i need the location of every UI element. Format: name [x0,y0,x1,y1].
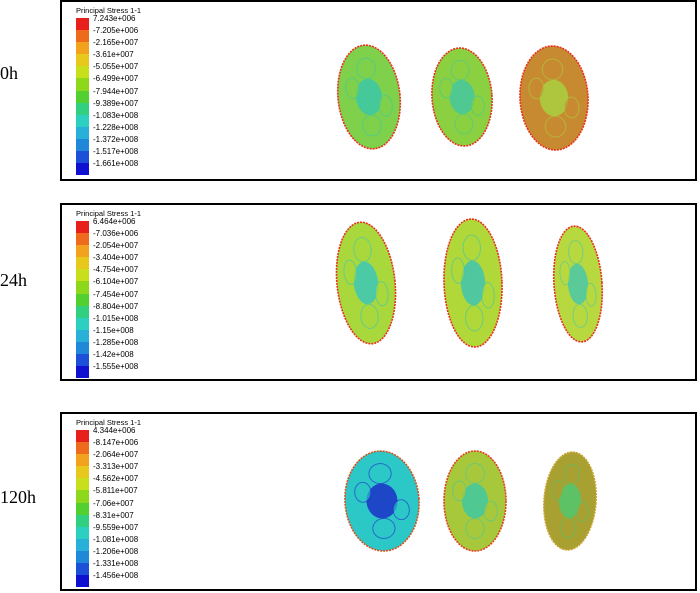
panel-24h: Principal Stress 1-1 6.464e+006 -7.036e+0… [60,203,697,381]
legend-title: Principal Stress 1-1 [76,209,142,218]
legend-value: -7.454e+007 [93,289,139,299]
legend-title: Principal Stress 1-1 [76,418,142,427]
specimen-shape [336,44,402,150]
legend-swatch [76,454,89,467]
legend-value: -1.517e+008 [93,147,139,157]
legend-swatch [76,490,89,503]
legend-swatch [76,478,89,491]
legend-swatch [76,126,89,139]
legend-value: -1.372e+008 [93,134,139,144]
legend-swatch [76,366,89,379]
row-label-0h: 0h [0,63,18,83]
legend-swatch [76,54,89,67]
legend-value: -5.811e+007 [93,486,138,496]
legend-swatch [76,317,89,330]
legend-value: -1.081e+008 [93,534,139,544]
legend-value: -8.147e+006 [93,438,139,448]
legend-swatch [76,269,89,282]
legend-swatch [76,233,89,246]
legend-value: -9.559e+007 [93,522,139,532]
legend-swatch [76,502,89,515]
legend-swatch [76,430,89,443]
legend-swatch [76,281,89,294]
legend-title: Principal Stress 1-1 [76,6,142,15]
specimen-shape [443,218,503,348]
legend-value: -9.389e+007 [93,98,139,108]
legend-value: -2.165e+007 [93,38,139,48]
legend-value: -7.944e+007 [93,86,139,96]
legend-swatch [76,293,89,306]
legend-value: -1.285e+008 [93,337,139,347]
legend-swatch [76,221,89,234]
legend-value: 6.464e+006 [93,217,136,226]
legend-swatch [76,163,89,176]
legend-value: -8.31e+007 [93,510,134,520]
legend-value: -7.036e+006 [93,229,139,239]
legend-swatch [76,66,89,79]
legend-swatch [76,114,89,127]
legend-value: -5.055e+007 [93,62,139,72]
legend-value: -4.562e+007 [93,474,139,484]
legend-value: -3.61e+007 [93,50,134,60]
legend-value: -6.104e+007 [93,277,139,287]
legend-value: -2.064e+007 [93,450,139,460]
specimen-shape [344,450,420,552]
legend-value: -1.015e+008 [93,313,139,323]
legend-swatch [76,514,89,527]
legend-swatch [76,550,89,564]
legend-value: -7.205e+006 [93,26,139,36]
legend-value: -4.754e+007 [93,265,139,275]
legend-swatch [76,78,89,91]
legend-swatch [76,257,89,270]
legend-value: -1.661e+008 [93,159,139,169]
row-label-120h: 120h [0,487,36,507]
legend-swatch [76,151,89,164]
legend-swatch [76,42,89,55]
legend-value: -7.06e+007 [93,498,134,508]
specimen-shape [443,450,507,552]
specimen-shape [543,451,597,551]
legend-value: -1.42e+008 [93,350,134,360]
legend-value: -1.331e+008 [93,559,139,569]
specimen-shape [519,45,589,151]
legend-swatch [76,466,89,479]
legend-swatch [76,18,89,31]
legend-value: -1.456e+008 [93,571,139,581]
legend-value: -3.313e+007 [93,462,139,472]
legend-value: -8.804e+007 [93,301,139,311]
legend-swatch [76,354,89,367]
legend-swatch [76,575,89,588]
legend-value: -1.15e+008 [93,325,134,335]
legend-value: 4.344e+006 [93,426,136,435]
legend-value: -6.499e+007 [93,74,139,84]
legend-value: -1.555e+008 [93,362,139,372]
legend-swatch [76,30,89,43]
legend-swatch [76,102,89,115]
stress-visualization [344,450,597,552]
legend-swatch [76,245,89,258]
specimen-shape [431,47,493,147]
specimen-shape [552,225,604,343]
specimen-shape [335,221,397,345]
legend-swatch [76,329,89,342]
row-label-24h: 24h [0,270,27,290]
legend-swatch [76,538,89,551]
legend-swatch [76,442,89,455]
legend-value: -1.083e+008 [93,110,139,120]
stress-visualization [336,44,589,151]
legend-value: 7.243e+006 [93,14,136,23]
legend-swatch [76,305,89,318]
legend-value: -1.206e+008 [93,546,139,556]
panel-0h: Principal Stress 1-1 7.243e+006 -7.205e+0… [60,0,697,181]
legend-swatch [76,90,89,103]
legend-value: -1.228e+008 [93,122,139,132]
stress-visualization [335,218,604,348]
legend-swatch [76,138,89,152]
legend-swatch [76,563,89,576]
legend-value: -3.404e+007 [93,253,139,263]
legend-swatch [76,526,89,539]
legend-value: -2.054e+007 [93,241,139,251]
panel-120h: Principal Stress 1-1 4.344e+006 -8.147e+0… [60,412,697,591]
legend-swatch [76,341,89,355]
